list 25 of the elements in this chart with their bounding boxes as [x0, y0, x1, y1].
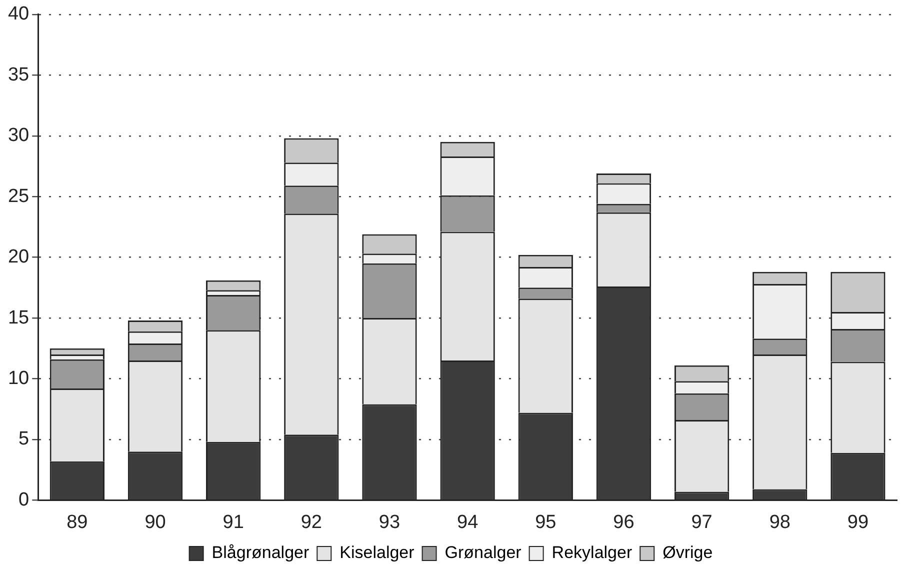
y-tick-label: 40: [8, 4, 30, 25]
x-tick-label: 99: [847, 512, 869, 533]
x-tick-label: 94: [456, 512, 479, 533]
y-tick-label: 20: [8, 246, 30, 268]
y-tick-label: 15: [8, 307, 30, 328]
y-tick-label: 30: [8, 125, 30, 146]
x-tick-label: 93: [378, 512, 400, 533]
x-tick-label: 92: [300, 512, 322, 533]
y-tick-label: 25: [8, 186, 30, 207]
legend-label: Kiselalger: [340, 543, 415, 562]
x-tick-label: 91: [222, 512, 244, 533]
x-tick-label: 90: [144, 512, 166, 533]
legend-label: Grønalger: [444, 543, 522, 562]
x-tick-label: 97: [691, 512, 712, 533]
legend-label: Rekylalger: [552, 543, 632, 562]
y-tick-label: 5: [18, 428, 30, 450]
x-tick-label: 89: [66, 512, 88, 533]
y-tick-label: 0: [18, 489, 30, 510]
legend-label: Øvrige: [662, 543, 713, 562]
x-tick-label: 96: [613, 512, 634, 533]
x-tick-label: 95: [535, 512, 556, 533]
y-tick-label: 10: [8, 368, 30, 389]
legend-label: Blågrønalger: [212, 543, 310, 562]
x-tick-label: 98: [769, 512, 790, 533]
y-tick-label: 35: [8, 64, 30, 86]
